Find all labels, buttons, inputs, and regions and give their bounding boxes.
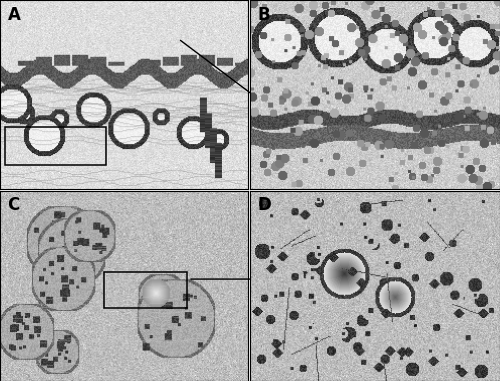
Text: A: A bbox=[8, 6, 20, 24]
Bar bbox=[104, 272, 187, 307]
Text: B: B bbox=[258, 6, 270, 24]
Text: D: D bbox=[258, 196, 271, 214]
Text: C: C bbox=[8, 196, 20, 214]
Bar bbox=[4, 126, 105, 165]
